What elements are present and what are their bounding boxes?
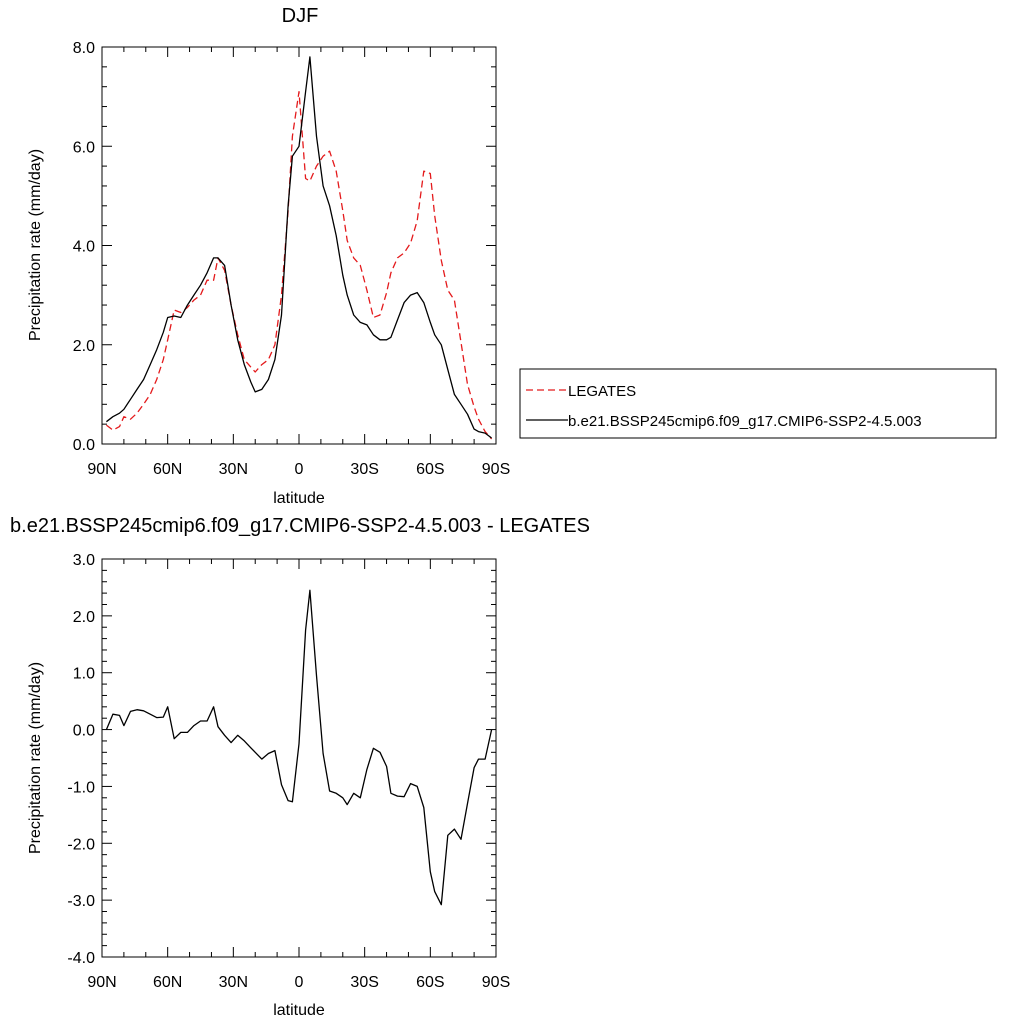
top-chart: DJF 90N 60N 30N 0 30S 60S 90S 0.02.04.06.08.0 … <box>27 5 510 507</box>
bottom-chart-y-tick-label: 0.0 <box>73 723 95 740</box>
bottom-chart-title: b.e21.BSSP245cmip6.f09_g17.CMIP6-SSP2-4.… <box>10 515 590 537</box>
top-chart-title: DJF <box>282 5 319 27</box>
top-chart-x-tick-label: 30N <box>219 461 248 478</box>
top-chart-x-tick-label: 90N <box>87 461 116 478</box>
bottom-chart-x-tick-label: 90N <box>87 974 116 991</box>
bottom-chart: b.e21.BSSP245cmip6.f09_g17.CMIP6-SSP2-4.… <box>10 515 590 1019</box>
top-chart-y-tick-label: 8.0 <box>73 40 95 57</box>
bottom-chart-ticks <box>101 558 497 958</box>
bottom-chart-difference-line <box>105 589 493 906</box>
bottom-chart-ylabel: Precipitation rate (mm/day) <box>27 662 44 854</box>
top-chart-xlabel: latitude <box>273 490 325 507</box>
bottom-chart-x-tick-label: 60S <box>416 974 444 991</box>
bottom-chart-y-tick-labels: -4.0 -3.0 -2.0 -1.0 0.0 1.0 2.0 3.0 <box>67 552 95 967</box>
top-chart-x-tick-label: 30S <box>350 461 378 478</box>
bottom-chart-y-tick-label: -1.0 <box>67 779 95 796</box>
top-chart-x-tick-label: 60S <box>416 461 444 478</box>
top-chart-y-tick-label: 4.0 <box>73 239 95 256</box>
top-chart-ticks <box>101 46 497 445</box>
top-chart-x-tick-labels: 90N 60N 30N 0 30S 60S 90S <box>87 461 510 478</box>
bottom-chart-y-tick-label: 3.0 <box>73 552 95 569</box>
bottom-chart-x-tick-label: 30N <box>219 974 248 991</box>
legend-label-model: b.e21.BSSP245cmip6.f09_g17.CMIP6-SSP2-4.… <box>568 413 922 430</box>
top-chart-x-tick-label: 0 <box>295 461 304 478</box>
bottom-chart-x-tick-labels: 90N 60N 30N 0 30S 60S 90S <box>87 974 510 991</box>
bottom-chart-x-tick-label: 0 <box>295 974 304 991</box>
bottom-chart-y-tick-label: 1.0 <box>73 666 95 683</box>
bottom-chart-y-tick-label: -2.0 <box>67 836 95 853</box>
bottom-chart-series <box>105 589 493 906</box>
top-chart-x-tick-label: 90S <box>482 461 510 478</box>
bottom-chart-y-tick-label: 2.0 <box>73 609 95 626</box>
top-chart-series-model-line <box>106 56 492 439</box>
bottom-chart-y-tick-label: -3.0 <box>67 893 95 910</box>
legend-box <box>519 368 997 439</box>
legend: LEGATES b.e21.BSSP245cmip6.f09_g17.CMIP6… <box>519 368 997 439</box>
top-chart-plot-frame <box>101 46 497 445</box>
bottom-chart-y-tick-label: -4.0 <box>67 950 95 967</box>
bottom-chart-x-tick-label: 60N <box>153 974 182 991</box>
top-chart-y-tick-label: 0.0 <box>73 437 95 454</box>
bottom-chart-xlabel: latitude <box>273 1002 325 1019</box>
top-chart-series <box>106 56 493 440</box>
top-chart-y-tick-labels: 0.0 2.0 4.0 6.0 8.0 <box>73 40 95 454</box>
top-chart-y-tick-label: 6.0 <box>73 139 95 156</box>
top-chart-x-tick-label: 60N <box>153 461 182 478</box>
top-chart-y-tick-label: 2.0 <box>73 338 95 355</box>
top-chart-series-legates-line <box>106 91 493 440</box>
top-chart-ylabel: Precipitation rate (mm/day) <box>27 149 44 341</box>
bottom-chart-x-tick-label: 30S <box>350 974 378 991</box>
bottom-chart-x-tick-label: 90S <box>482 974 510 991</box>
legend-label-legates: LEGATES <box>568 383 636 400</box>
